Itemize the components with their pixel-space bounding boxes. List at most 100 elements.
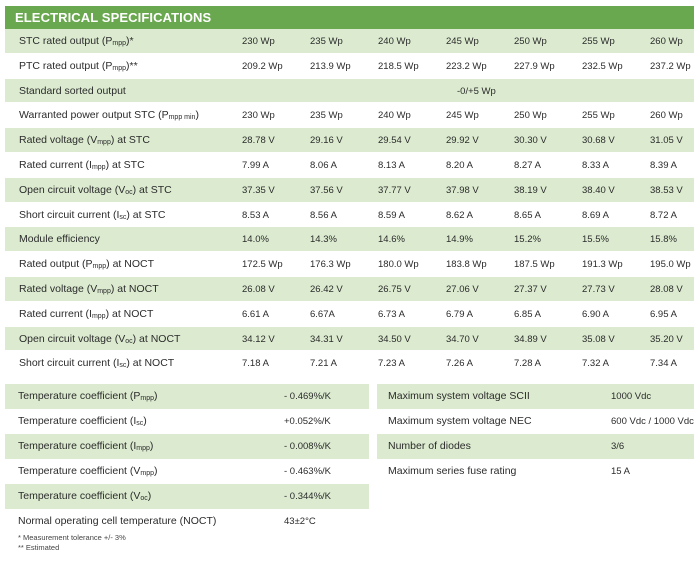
spec-cell: 29.92 V (446, 135, 479, 147)
system-spec-row: Number of diodes 3/6 (377, 434, 694, 459)
spec-row-label: Module efficiency (19, 233, 100, 246)
temperature-coefficient-row: Temperature coefficient (Impp) - 0.008%/K (5, 434, 369, 459)
spec-row: Short circuit current (Isc) at NOCT 7.18 … (5, 351, 694, 377)
spec-cell: 209.2 Wp (242, 60, 283, 72)
spec-cell: 218.5 Wp (378, 60, 419, 72)
spec-cell: 8.39 A (650, 159, 677, 171)
spec-cell: 240 Wp (378, 110, 411, 122)
spec-cell: 7.32 A (582, 358, 609, 370)
spec-cell: 15.2% (514, 234, 541, 246)
spec-cell: 30.30 V (514, 135, 547, 147)
spec-cell: 8.13 A (378, 159, 405, 171)
spec-cell: 8.33 A (582, 159, 609, 171)
spec-cell: 245 Wp (446, 36, 479, 47)
section-title-bar: ELECTRICAL SPECIFICATIONS (5, 6, 694, 29)
spec-cell: 6.61 A (242, 308, 269, 320)
spec-cell: 8.20 A (446, 159, 473, 171)
system-spec-table: Maximum system voltage SCII 1000 Vdc Maxim… (377, 384, 694, 484)
spec-cell: 29.54 V (378, 135, 411, 147)
spec-row: Open circuit voltage (Voc) at STC 37.35 V… (5, 177, 694, 203)
spec-cell: 34.89 V (514, 333, 547, 345)
spec-cell: 176.3 Wp (310, 259, 351, 271)
spec-row: Module efficiency 14.0% 14.3% 14.6% 14.9% 15.… (5, 227, 694, 253)
spec-cell: 28.78 V (242, 135, 275, 147)
spec-row-label: STC rated output (Pmpp)* (19, 35, 134, 47)
spec-row-label: Open circuit voltage (Voc) at NOCT (19, 332, 181, 345)
spec-row-label: Standard sorted output (19, 84, 126, 97)
spec-cell: 250 Wp (514, 110, 547, 122)
spec-cell: 8.69 A (582, 209, 609, 221)
spec-cell: 15.5% (582, 234, 609, 246)
system-spec-row-label: Maximum series fuse rating (388, 465, 517, 477)
spec-cell: 6.73 A (378, 308, 405, 320)
system-spec-row: Maximum system voltage NEC 600 Vdc / 1000… (377, 409, 694, 434)
spec-cell: 37.35 V (242, 184, 275, 196)
temperature-coefficient-row-label: Temperature coefficient (Vmpp) (18, 465, 158, 477)
system-spec-row: Maximum series fuse rating 15 A (377, 459, 694, 484)
spec-cell: 7.21 A (310, 358, 337, 370)
spec-cell: 35.20 V (650, 333, 683, 345)
spec-cell: 27.73 V (582, 283, 615, 295)
section-title: ELECTRICAL SPECIFICATIONS (15, 10, 212, 25)
spec-cell: 227.9 Wp (514, 60, 555, 72)
temperature-coefficient-row-value: - 0.463%/K (284, 466, 331, 477)
spec-cell: 31.05 V (650, 135, 683, 147)
spec-row-label: PTC rated output (Pmpp)** (19, 59, 138, 72)
spec-cell: 8.59 A (378, 209, 405, 221)
temperature-coefficient-table: Temperature coefficient (Pmpp) - 0.469%/K… (5, 384, 369, 534)
spec-row-label: Short circuit current (Isc) at STC (19, 208, 166, 221)
system-spec-row-label: Maximum system voltage NEC (388, 415, 532, 427)
spec-cell: 38.53 V (650, 184, 683, 196)
footnote-estimated: ** Estimated (18, 543, 60, 552)
temperature-coefficient-row-value: - 0.008%/K (284, 441, 331, 452)
spec-cell: 37.77 V (378, 184, 411, 196)
spec-cell: 235 Wp (310, 36, 343, 47)
temperature-coefficient-row: Temperature coefficient (Isc) +0.052%/K (5, 409, 369, 434)
spec-cell: 235 Wp (310, 110, 343, 122)
temperature-coefficient-row-label: Temperature coefficient (Pmpp) (18, 390, 158, 402)
temperature-coefficient-row-value: - 0.469%/K (284, 391, 331, 402)
spec-row-span-value: -0/+5 Wp (457, 85, 496, 97)
spec-cell: 8.53 A (242, 209, 269, 221)
spec-row-label: Short circuit current (Isc) at NOCT (19, 357, 175, 370)
spec-cell: 230 Wp (242, 110, 275, 122)
spec-cell: 34.12 V (242, 333, 275, 345)
spec-row: STC rated output (Pmpp)* 230 Wp 235 Wp 240 … (5, 29, 694, 54)
spec-cell: 8.72 A (650, 209, 677, 221)
system-spec-row-value: 15 A (611, 466, 631, 477)
spec-cell: 14.9% (446, 234, 473, 246)
spec-cell: 28.08 V (650, 283, 683, 295)
spec-row: Rated output (Pmpp) at NOCT 172.5 Wp 176.3… (5, 252, 694, 277)
spec-cell: 6.95 A (650, 308, 677, 320)
spec-cell: 14.3% (310, 234, 337, 246)
spec-cell: 37.56 V (310, 184, 343, 196)
spec-cell: 27.37 V (514, 283, 547, 295)
spec-cell: 230 Wp (242, 36, 275, 47)
spec-cell: 213.9 Wp (310, 60, 351, 72)
spec-row: Rated voltage (Vmpp) at STC 28.78 V 29.16 … (5, 128, 694, 153)
spec-cell: 8.56 A (310, 209, 337, 221)
spec-cell: 8.62 A (446, 209, 473, 221)
temperature-coefficient-row-label: Normal operating cell temperature (NOCT) (18, 515, 217, 527)
spec-cell: 187.5 Wp (514, 259, 555, 271)
temperature-coefficient-row: Temperature coefficient (Vmpp) - 0.463%/K (5, 459, 369, 484)
temperature-coefficient-row-value: 43±2°C (284, 516, 316, 527)
spec-cell: 34.50 V (378, 333, 411, 345)
spec-cell: 26.42 V (310, 283, 343, 295)
spec-cell: 250 Wp (514, 36, 547, 47)
spec-cell: 38.19 V (514, 184, 547, 196)
temperature-coefficient-row: Normal operating cell temperature (NOCT)… (5, 509, 369, 534)
spec-cell: 183.8 Wp (446, 259, 487, 271)
system-spec-row-value: 3/6 (611, 441, 625, 452)
spec-row: Open circuit voltage (Voc) at NOCT 34.12 … (5, 326, 694, 352)
temperature-coefficient-row-value: - 0.344%/K (284, 491, 331, 502)
spec-cell: 15.8% (650, 234, 677, 246)
spec-row-label: Rated current (Impp) at NOCT (19, 307, 154, 320)
spec-cell: 7.23 A (378, 358, 405, 370)
spec-row-label: Open circuit voltage (Voc) at STC (19, 183, 172, 196)
temperature-coefficient-row-value: +0.052%/K (284, 416, 331, 427)
spec-cell: 30.68 V (582, 135, 615, 147)
spec-row-label: Rated voltage (Vmpp) at STC (19, 134, 150, 147)
system-spec-row-label: Number of diodes (388, 440, 471, 452)
spec-cell: 180.0 Wp (378, 259, 419, 271)
